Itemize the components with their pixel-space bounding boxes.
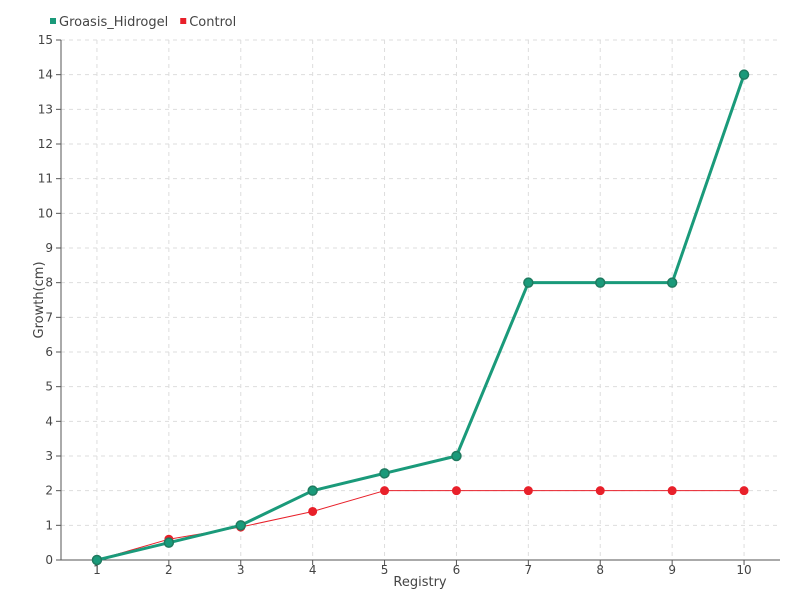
legend-swatch-groasis-hidrogel xyxy=(50,18,56,24)
y-tick-label: 13 xyxy=(38,102,53,116)
y-tick-label: 4 xyxy=(45,414,53,428)
x-tick-label: 8 xyxy=(596,563,604,577)
data-point-control xyxy=(667,486,677,496)
x-tick-label: 3 xyxy=(237,563,245,577)
x-tick-label: 6 xyxy=(453,563,461,577)
y-tick-label: 6 xyxy=(45,345,53,359)
y-tick-label: 2 xyxy=(45,484,53,498)
data-point-control xyxy=(523,486,533,496)
data-point-groasis-hidrogel xyxy=(91,554,103,566)
y-tick-label: 1 xyxy=(45,518,53,532)
data-point-groasis-hidrogel xyxy=(523,277,534,288)
data-point-groasis-hidrogel xyxy=(738,69,750,80)
y-tick-label: 5 xyxy=(45,380,53,394)
series-line-groasis-hidrogel xyxy=(96,74,746,562)
y-tick-label: 3 xyxy=(45,449,53,463)
x-tick-label: 5 xyxy=(381,563,389,577)
data-point-groasis-hidrogel xyxy=(307,485,318,496)
y-tick-label: 12 xyxy=(38,137,53,151)
legend: Groasis_Hidrogel Control xyxy=(50,15,236,30)
y-tick-label: 8 xyxy=(45,276,53,290)
x-tick-label: 9 xyxy=(668,563,676,577)
legend-label-groasis-hidrogel: Groasis_Hidrogel xyxy=(59,15,168,30)
data-point-groasis-hidrogel xyxy=(451,450,462,462)
y-tick-label: 14 xyxy=(38,68,53,82)
data-point-groasis-hidrogel xyxy=(595,277,606,288)
x-tick-label: 7 xyxy=(525,563,533,577)
data-point-control xyxy=(380,486,390,496)
data-point-groasis-hidrogel xyxy=(235,520,246,531)
legend-label-control: Control xyxy=(189,15,236,30)
data-point-groasis-hidrogel xyxy=(666,277,678,288)
y-tick-label: 9 xyxy=(45,241,53,255)
data-point-control xyxy=(308,506,318,516)
x-tick-label: 1 xyxy=(93,563,101,577)
y-tick-label: 0 xyxy=(45,553,53,567)
y-tick-label: 7 xyxy=(45,310,53,324)
data-point-groasis-hidrogel xyxy=(379,468,390,479)
data-point-groasis-hidrogel xyxy=(163,537,175,548)
data-point-control xyxy=(595,486,605,496)
series-layer xyxy=(91,69,750,566)
x-tick-label: 4 xyxy=(309,563,317,577)
y-axis-title: Growth(cm) xyxy=(32,261,47,338)
grid xyxy=(61,39,780,560)
data-point-control xyxy=(739,486,749,496)
y-tick-label: 10 xyxy=(38,206,53,220)
y-tick-label: 15 xyxy=(38,33,53,47)
data-point-control xyxy=(451,486,461,496)
x-tick-label: 2 xyxy=(165,563,173,577)
x-axis-title: Registry xyxy=(393,575,447,590)
y-tick-label: 11 xyxy=(38,172,53,186)
x-tick-label: 10 xyxy=(736,563,751,577)
legend-swatch-control xyxy=(180,18,187,24)
